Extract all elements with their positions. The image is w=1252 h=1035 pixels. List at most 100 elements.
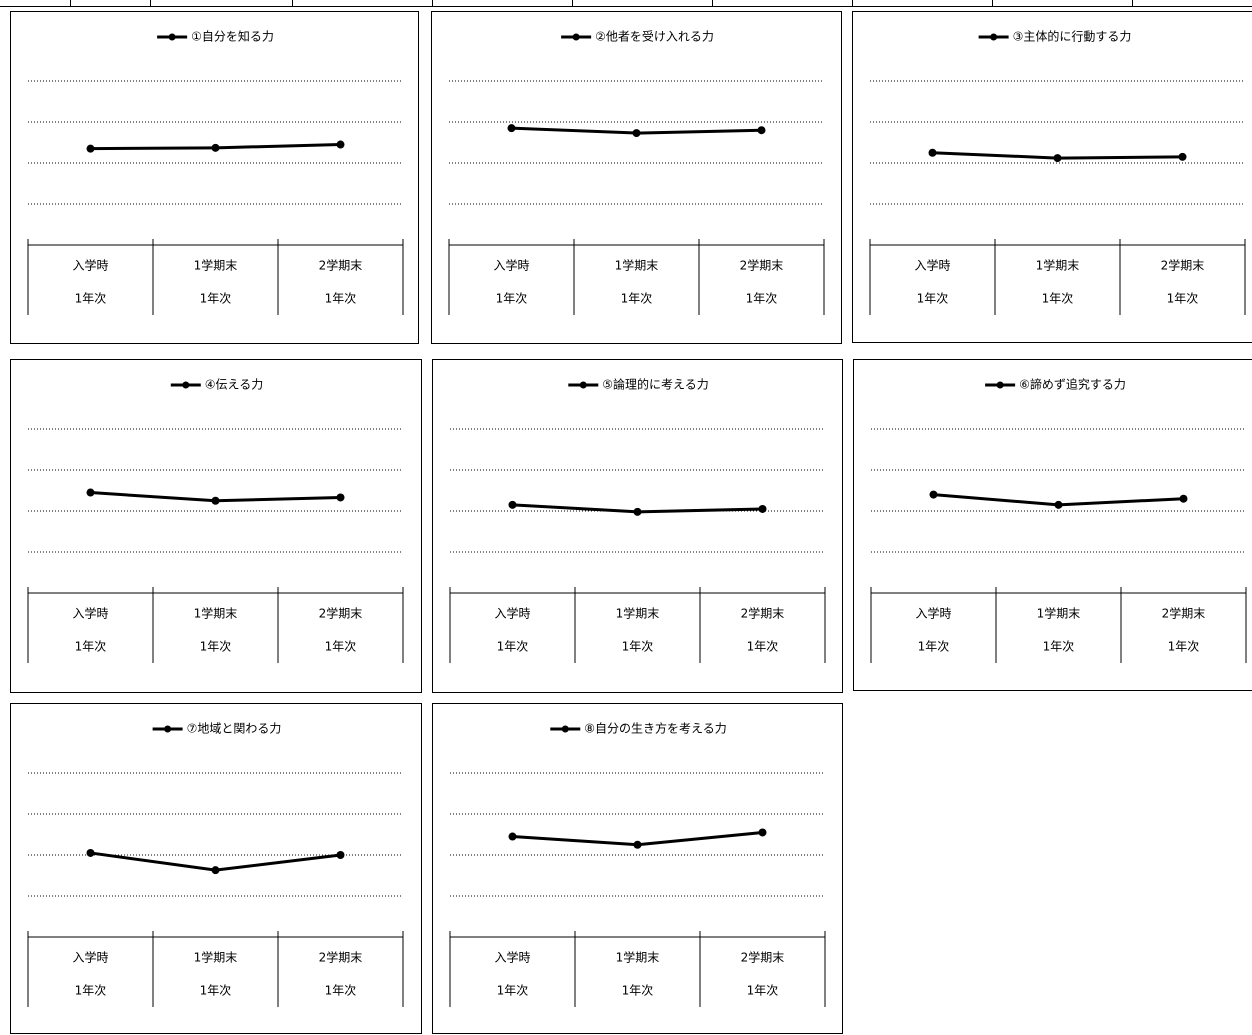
chart-panel-1: ①自分を知る力入学時 1年次 1学期末 1年次 2学期末 1年次	[10, 11, 419, 344]
category-label: 1年次	[1042, 292, 1074, 306]
category-label: 入学時	[493, 258, 529, 273]
legend-marker	[182, 381, 190, 389]
category-label: 1年次	[1043, 640, 1075, 654]
legend: ①自分を知る力	[157, 30, 274, 44]
category-label: 1年次	[917, 292, 949, 306]
category-label: 1年次	[75, 640, 107, 654]
category-label: 1年次	[622, 640, 654, 654]
category-label: 2学期末	[741, 606, 785, 621]
data-point	[336, 851, 345, 859]
category-label: 1年次	[325, 984, 357, 998]
data-point	[928, 148, 937, 157]
legend: ③主体的に行動する力	[978, 29, 1132, 44]
category-label: 1年次	[200, 984, 232, 998]
legend: ④伝える力	[170, 378, 263, 392]
data-point	[757, 126, 766, 135]
category-label: 1学期末	[1036, 258, 1080, 273]
chart-panel-6: ⑥諦めず追究する力 入学時 1年次 1学期末 1年次 2学期末 1年次	[853, 359, 1252, 691]
top-strip-tick	[852, 0, 853, 6]
category-label: 1年次	[918, 640, 950, 654]
category-label: 2学期末	[740, 258, 784, 273]
data-point	[633, 507, 642, 516]
category-label: 1年次	[75, 292, 107, 306]
chart-panel-2: ②他者を受け入れる力入学時 1年次 1学期末 1年次 2学期末 1年次	[431, 11, 842, 344]
data-point	[336, 140, 345, 149]
category-label: 入学時	[72, 950, 108, 965]
legend-label: ①自分を知る力	[191, 30, 274, 44]
legend-marker	[990, 33, 998, 41]
category-label: 1年次	[1168, 640, 1200, 654]
data-point	[1054, 500, 1063, 509]
legend-marker	[572, 33, 580, 41]
category-label: 2学期末	[319, 606, 363, 621]
category-label: 入学時	[72, 258, 108, 273]
top-strip-tick	[712, 0, 713, 6]
top-strip-tick	[1132, 0, 1133, 6]
category-label: 1学期末	[194, 950, 238, 965]
category-label: 入学時	[915, 606, 951, 621]
legend-marker	[579, 381, 587, 389]
legend: ②他者を受け入れる力	[561, 30, 714, 44]
category-label: 2学期末	[319, 258, 363, 273]
category-label: 1学期末	[616, 950, 660, 965]
legend-marker	[996, 381, 1004, 389]
chart-panel-3: ③主体的に行動する力 入学時 1年次 1学期末 1年次 2学期末 1年次	[852, 11, 1252, 343]
category-label: 2学期末	[319, 950, 363, 965]
category-label: 1年次	[747, 640, 779, 654]
data-point	[86, 488, 95, 497]
legend: ⑧自分の生き方を考える力	[550, 721, 727, 736]
legend: ⑤論理的に考える力	[568, 377, 709, 392]
category-label: 入学時	[914, 258, 950, 273]
legend-label: ⑧自分の生き方を考える力	[584, 721, 726, 736]
top-strip	[0, 0, 1252, 7]
data-point	[1053, 154, 1062, 163]
data-point	[1178, 152, 1187, 161]
category-label: 1年次	[200, 640, 232, 654]
data-point	[508, 500, 517, 509]
legend-label: ③主体的に行動する力	[1013, 29, 1132, 44]
data-point	[633, 840, 642, 849]
category-label: 1年次	[622, 984, 654, 998]
category-label: 1年次	[621, 292, 653, 306]
category-label: 入学時	[72, 606, 108, 621]
category-label: 1年次	[325, 292, 357, 306]
category-label: 1年次	[746, 292, 778, 306]
category-label: 1年次	[747, 984, 779, 998]
category-label: 1年次	[497, 640, 529, 654]
category-label: 1学期末	[615, 258, 659, 273]
category-label: 1年次	[496, 292, 528, 306]
top-strip-tick	[292, 0, 293, 6]
category-label: 2学期末	[741, 950, 785, 965]
category-label: 1学期末	[616, 606, 660, 621]
category-label: 入学時	[494, 950, 530, 965]
legend-label: ②他者を受け入れる力	[595, 30, 714, 44]
data-point	[211, 496, 220, 505]
legend-label: ⑦地域と関わる力	[187, 722, 282, 736]
category-label: 1学期末	[1037, 606, 1081, 621]
data-point	[507, 124, 516, 133]
legend-label: ⑤論理的に考える力	[602, 377, 708, 392]
legend-label: ⑥諦めず追究する力	[1019, 377, 1126, 392]
legend: ⑦地域と関わる力	[152, 722, 282, 736]
category-label: 1年次	[325, 640, 357, 654]
legend-label: ④伝える力	[205, 378, 263, 392]
category-label: 1年次	[200, 292, 232, 306]
data-point	[929, 490, 938, 499]
data-point	[1179, 494, 1188, 503]
category-label: 1年次	[75, 984, 107, 998]
chart-panel-7: ⑦地域と関わる力入学時 1年次 1学期末 1年次 2学期末 1年次	[10, 703, 422, 1034]
data-point	[632, 129, 641, 138]
legend: ⑥諦めず追究する力	[985, 377, 1126, 392]
legend-marker	[561, 725, 569, 733]
data-point	[336, 493, 345, 502]
top-strip-tick	[70, 0, 71, 6]
data-point	[758, 828, 767, 837]
data-point	[758, 504, 767, 513]
category-label: 1学期末	[194, 258, 238, 273]
category-label: 1年次	[497, 984, 529, 998]
